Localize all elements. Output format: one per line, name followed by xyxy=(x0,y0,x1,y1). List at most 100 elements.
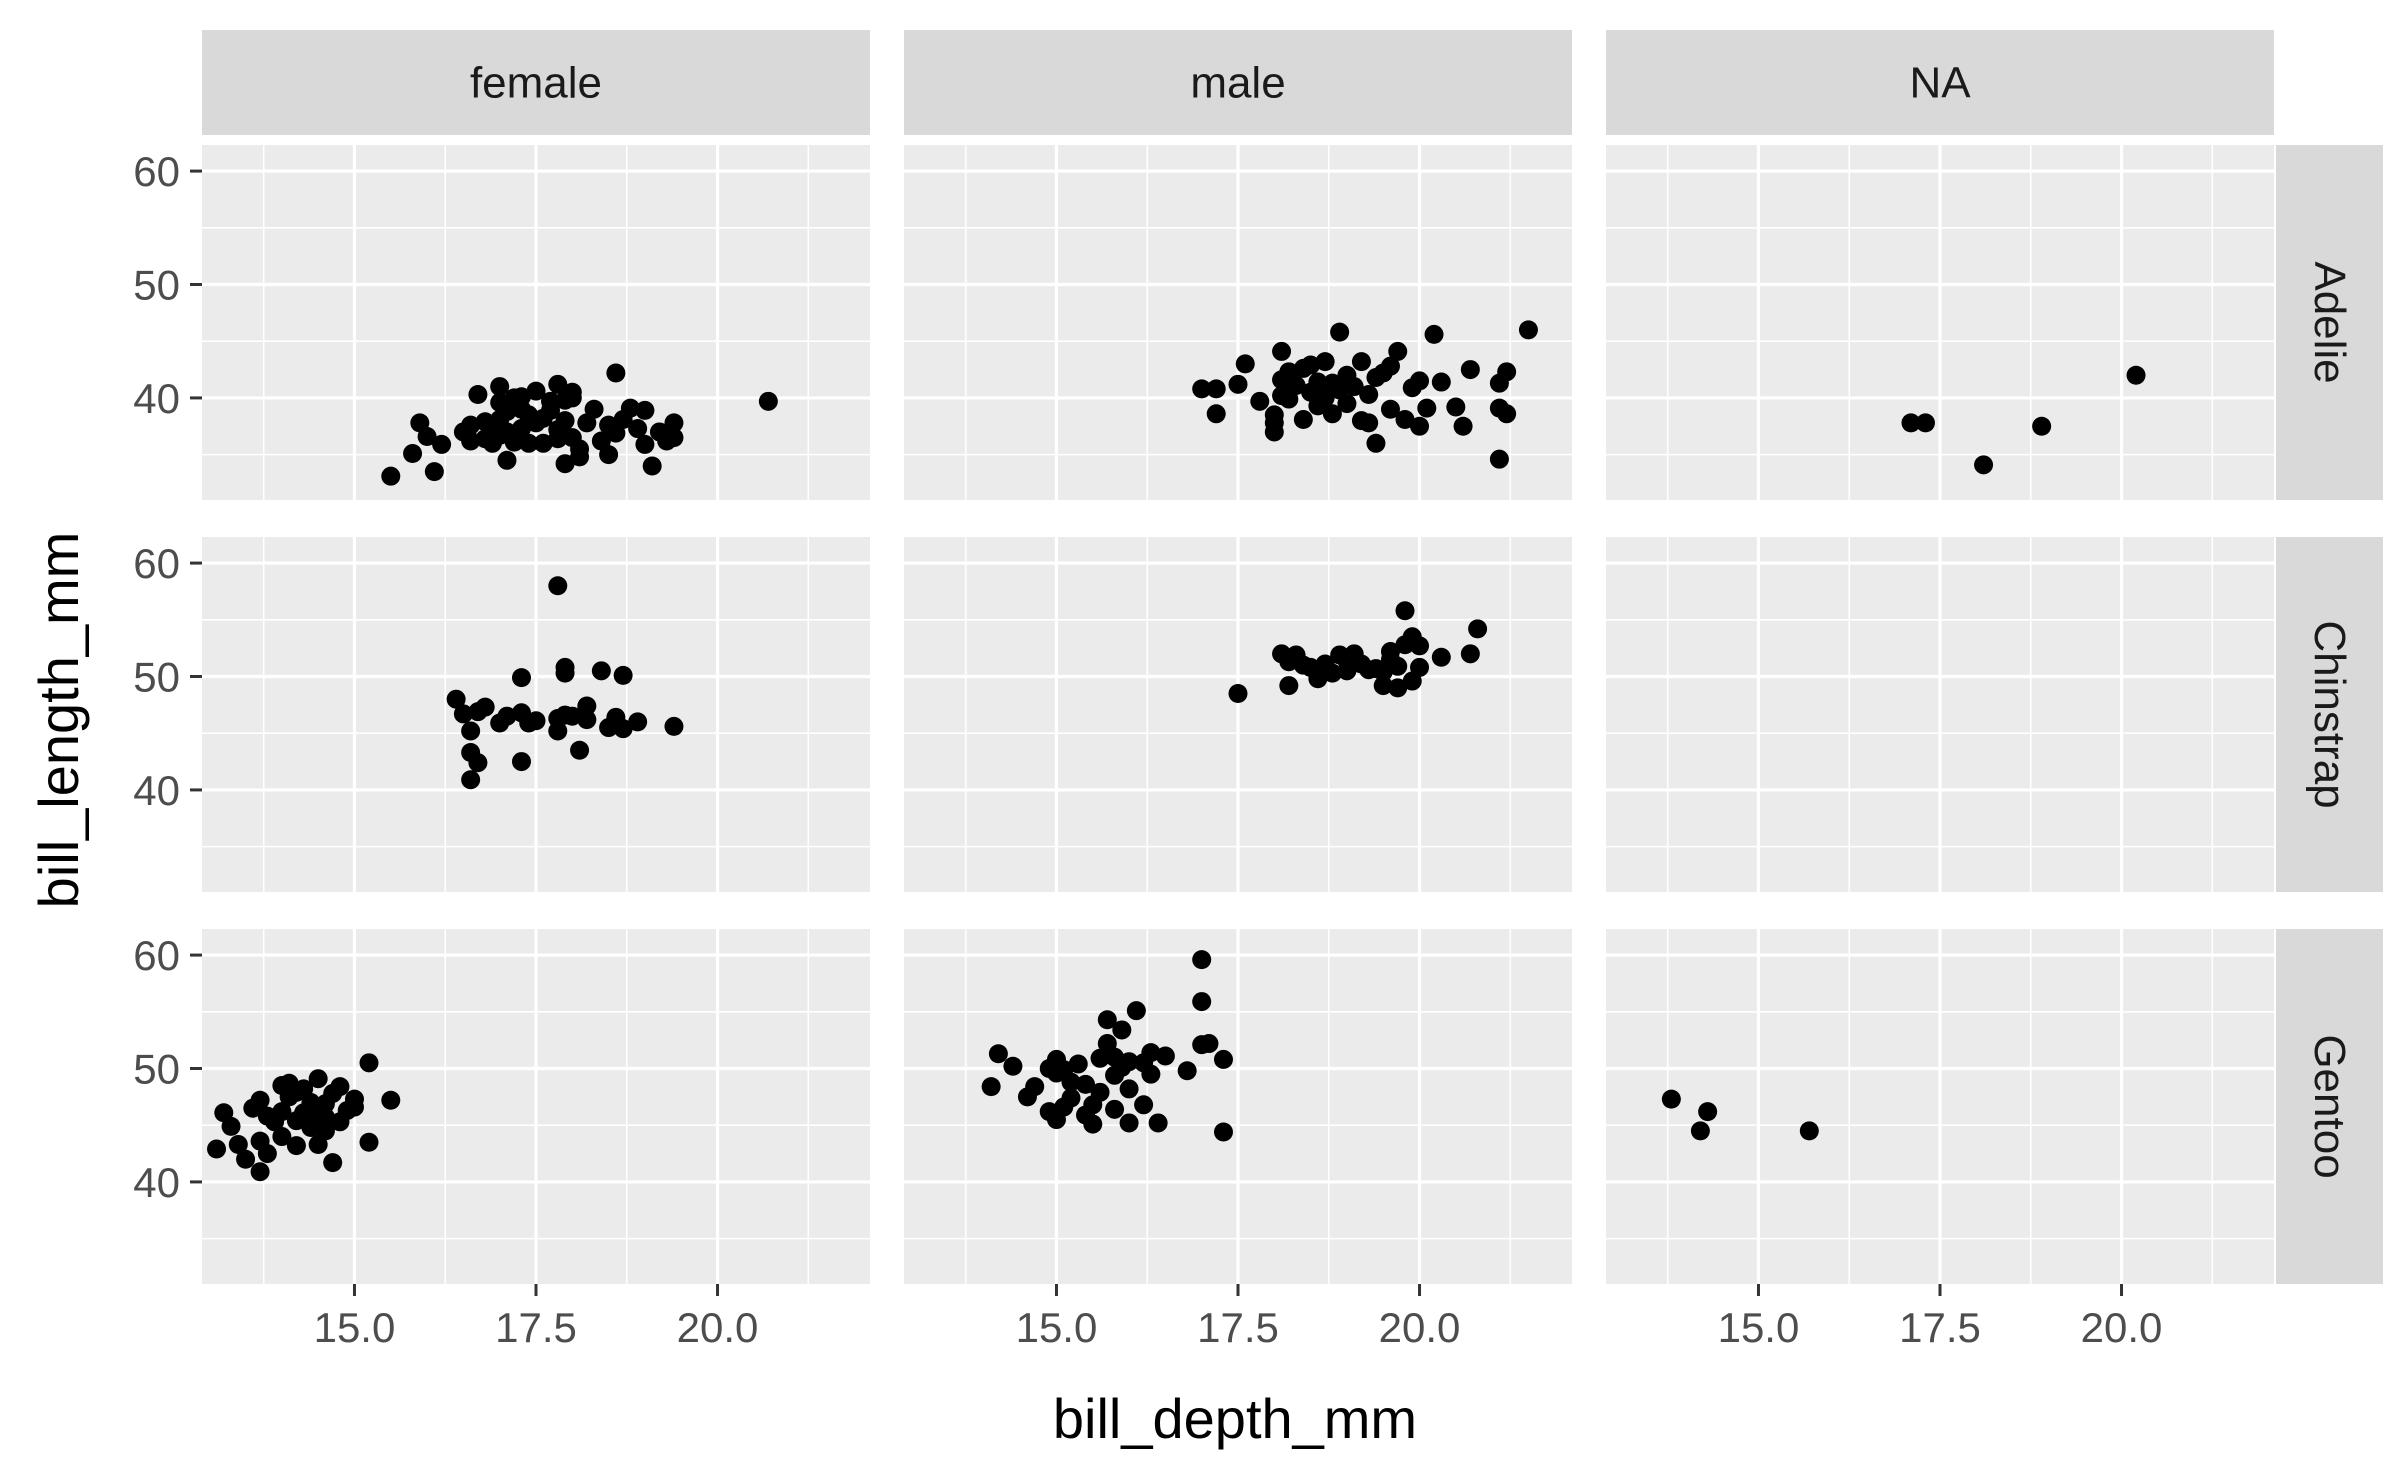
x-tick-label: 17.5 xyxy=(495,1304,577,1351)
data-point xyxy=(424,462,444,482)
data-point xyxy=(1698,1102,1718,1122)
y-tick-label: 60 xyxy=(133,932,180,979)
data-point xyxy=(1453,416,1473,436)
data-point xyxy=(1119,1079,1139,1099)
data-point xyxy=(1061,1088,1081,1108)
y-tick-label: 60 xyxy=(133,148,180,195)
data-point xyxy=(1141,1043,1161,1063)
data-point xyxy=(1388,341,1408,361)
data-point xyxy=(511,387,531,407)
data-point xyxy=(511,668,531,688)
data-point xyxy=(1119,1113,1139,1133)
data-point xyxy=(1213,1049,1233,1069)
data-point xyxy=(1061,1072,1081,1092)
data-point xyxy=(1901,413,1921,433)
data-point xyxy=(1410,371,1430,391)
data-point xyxy=(1192,379,1212,399)
data-point xyxy=(1003,1056,1023,1076)
data-point xyxy=(562,706,582,726)
data-point xyxy=(1315,352,1335,372)
data-point xyxy=(1097,1010,1117,1030)
data-point xyxy=(1090,1082,1110,1102)
data-point xyxy=(315,1107,335,1127)
strip-label-top: NA xyxy=(1909,59,1971,108)
data-point xyxy=(497,706,517,726)
data-point xyxy=(272,1102,292,1122)
x-tick-label: 20.0 xyxy=(677,1304,759,1351)
data-point xyxy=(1293,655,1313,675)
data-point xyxy=(475,697,495,717)
data-point xyxy=(642,456,662,476)
data-point xyxy=(1105,1047,1125,1067)
data-point xyxy=(526,711,546,731)
data-point xyxy=(519,433,539,453)
data-point xyxy=(1395,601,1415,621)
x-axis-title: bill_depth_mm xyxy=(1053,1387,1417,1450)
data-point xyxy=(664,428,684,448)
data-point xyxy=(1119,1052,1139,1072)
data-point xyxy=(599,445,619,465)
data-point xyxy=(2126,365,2146,385)
data-point xyxy=(1068,1054,1088,1074)
x-tick-label: 15.0 xyxy=(314,1304,396,1351)
data-point xyxy=(1177,1061,1197,1081)
data-point xyxy=(330,1077,350,1097)
data-point xyxy=(1206,379,1226,399)
data-point xyxy=(577,710,597,730)
data-point xyxy=(1410,416,1430,436)
data-point xyxy=(453,704,473,724)
data-point xyxy=(1293,409,1313,429)
data-point xyxy=(1373,676,1393,696)
data-point xyxy=(359,1132,379,1152)
strip-top-na xyxy=(1606,30,2274,135)
data-point xyxy=(1083,1114,1103,1134)
strip-right-chinstrap xyxy=(2276,537,2383,892)
data-point xyxy=(1039,1059,1059,1079)
data-point xyxy=(315,1121,335,1141)
data-point xyxy=(468,753,488,773)
data-point xyxy=(1380,356,1400,376)
data-point xyxy=(468,385,488,405)
data-point xyxy=(606,363,626,383)
y-tick-label: 60 xyxy=(133,540,180,587)
data-point xyxy=(236,1149,256,1169)
data-point xyxy=(1105,1099,1125,1119)
strip-label-top: female xyxy=(470,59,602,108)
data-point xyxy=(548,374,568,394)
data-point xyxy=(555,411,575,431)
data-point xyxy=(1279,676,1299,696)
data-point xyxy=(1359,413,1379,433)
data-point xyxy=(250,1090,270,1110)
y-tick-label: 40 xyxy=(133,1159,180,1206)
data-point xyxy=(1344,377,1364,397)
data-point xyxy=(548,576,568,596)
y-axis-title: bill_length_mm xyxy=(27,532,90,909)
x-tick-label: 20.0 xyxy=(2081,1304,2163,1351)
data-point xyxy=(1250,391,1270,411)
data-point xyxy=(1315,388,1335,408)
data-point xyxy=(461,415,481,435)
data-point xyxy=(228,1134,248,1154)
data-point xyxy=(1661,1089,1681,1109)
strip-label-right: Gentoo xyxy=(2305,1034,2354,1178)
data-point xyxy=(308,1069,328,1089)
data-point xyxy=(1351,352,1371,372)
data-point xyxy=(490,377,510,397)
data-point xyxy=(344,1097,364,1117)
data-point xyxy=(301,1117,321,1137)
data-point xyxy=(1235,354,1255,374)
x-tick-label: 15.0 xyxy=(1718,1304,1800,1351)
data-point xyxy=(1380,649,1400,669)
data-point xyxy=(323,1153,343,1173)
data-point xyxy=(1301,355,1321,375)
data-point xyxy=(548,429,568,449)
data-point xyxy=(555,663,575,683)
y-tick-label: 50 xyxy=(133,654,180,701)
data-point xyxy=(541,391,561,411)
data-point xyxy=(1199,1034,1219,1054)
data-point xyxy=(1460,360,1480,380)
data-point xyxy=(1192,950,1212,970)
data-point xyxy=(1025,1077,1045,1097)
strip-label-right: Chinstrap xyxy=(2305,620,2354,808)
